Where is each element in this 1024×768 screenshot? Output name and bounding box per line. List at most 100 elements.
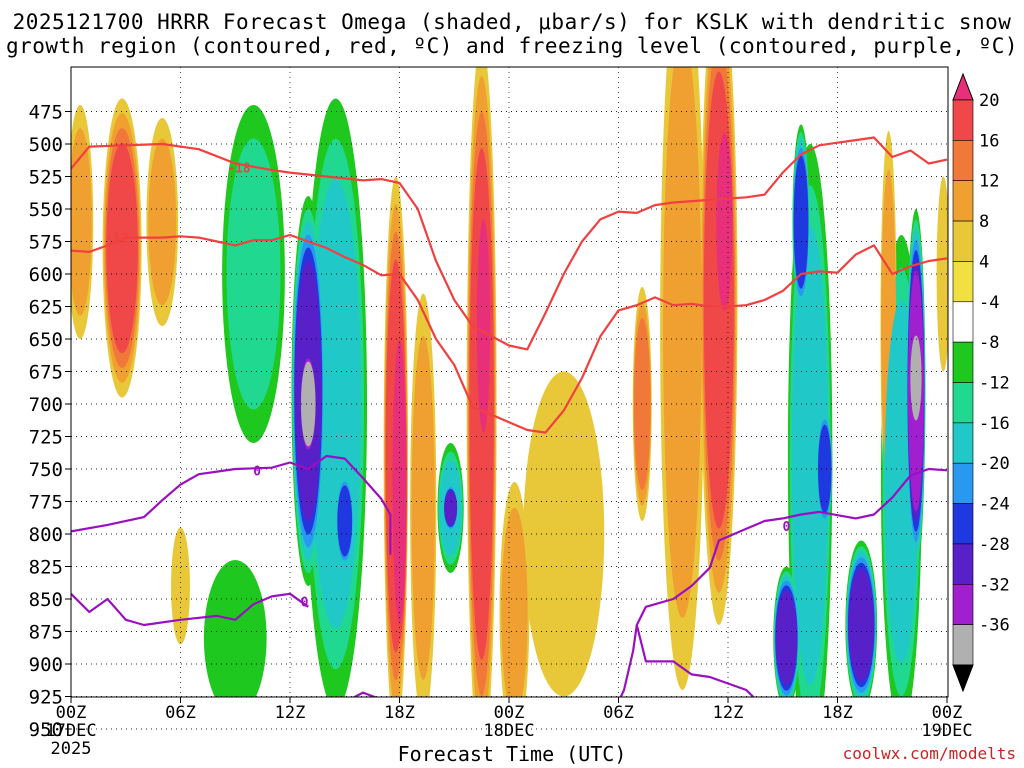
colorbar-label: -36 <box>979 616 1010 636</box>
x-tick-label: 18Z <box>822 703 853 723</box>
colorbar-label: 12 <box>979 172 999 192</box>
dgz-contour-label: -18 <box>227 161 251 176</box>
x-tick-label: 00Z <box>56 703 87 723</box>
x-tick-label: 06Z <box>165 703 196 723</box>
colorbar-swatch <box>952 261 974 303</box>
y-tick-label: 875 <box>29 622 63 644</box>
omega-band <box>818 424 832 514</box>
freezing-contour-label: 0 <box>253 464 261 479</box>
colorbar-swatch <box>952 422 974 464</box>
omega-band <box>71 128 92 316</box>
omega-band <box>148 138 177 306</box>
colorbar-swatch <box>952 543 974 585</box>
x-tick-label: 12Z <box>713 703 744 723</box>
omega-band <box>793 155 809 289</box>
y-tick-label: 525 <box>29 167 63 189</box>
y-tick-label: 625 <box>29 297 63 319</box>
omega-band <box>171 527 190 645</box>
colorbar-label: -20 <box>979 454 1010 474</box>
omega-band <box>300 361 316 447</box>
colorbar-swatch <box>952 624 974 666</box>
x-tick-label: 06Z <box>603 703 634 723</box>
omega-band <box>791 226 829 686</box>
y-tick-label: 675 <box>29 362 63 384</box>
freezing-contour <box>71 454 392 555</box>
y-tick-label: 775 <box>29 492 63 514</box>
omega-band <box>476 219 491 433</box>
omega-band <box>663 67 702 618</box>
omega-band <box>106 142 138 354</box>
omega-band <box>411 335 435 681</box>
y-tick-label: 700 <box>29 394 63 416</box>
colorbar-label: -4 <box>979 293 999 313</box>
dgz-contour <box>71 233 948 434</box>
y-tick-label: 900 <box>29 654 63 676</box>
colorbar-swatch <box>952 382 974 424</box>
omega-band <box>716 133 733 311</box>
x-axis-title: Forecast Time (UTC) <box>397 742 627 766</box>
colorbar-swatch <box>952 99 974 141</box>
dgz-contour-label: -12 <box>105 232 128 247</box>
colorbar-swatch <box>952 341 974 383</box>
y-axis: 475 500 525 550 575 600 625 650 675 700 725 750 775 8… <box>29 102 71 741</box>
y-tick-label: 575 <box>29 232 63 254</box>
y-tick-label: 550 <box>29 199 63 221</box>
colorbar-label: -8 <box>979 333 999 353</box>
omega-band <box>910 335 922 421</box>
y-tick-label: 475 <box>29 102 63 124</box>
omega-band <box>203 560 267 697</box>
omega-band <box>936 176 948 372</box>
colorbar-label: 20 <box>979 91 999 111</box>
x-tick-year: 2025 <box>51 739 92 759</box>
colorbar-swatch <box>952 583 974 625</box>
y-tick-label: 725 <box>29 427 63 449</box>
x-tick-label: 00Z <box>932 703 963 723</box>
x-tick-label: 12Z <box>275 703 306 723</box>
contours: -18 -12 0 0 0 <box>71 136 948 697</box>
colorbar-min-arrow <box>952 664 974 693</box>
chart-title-line-1: 2025121700 HRRR Forecast Omega (shaded, … <box>12 10 1012 34</box>
x-tick-date: 18DEC <box>483 721 534 741</box>
colorbar: 20 16 12 8 4 -4 -8 -12 -16 -20 -24 -28 -32 -36 <box>952 72 1010 693</box>
colorbar-swatch <box>952 301 974 343</box>
freezing-contour-label: 0 <box>301 596 309 611</box>
y-tick-label: 850 <box>29 589 63 611</box>
omega-band <box>226 138 281 410</box>
y-tick-label: 650 <box>29 329 63 351</box>
freezing-contour <box>619 467 948 697</box>
omega-band <box>444 490 457 526</box>
y-tick-label: 950 <box>29 719 63 741</box>
colorbar-label: -16 <box>979 414 1010 434</box>
colorbar-swatch <box>952 220 974 262</box>
credit-text[interactable]: coolwx.com/modelts <box>842 744 1016 763</box>
omega-band <box>501 507 528 697</box>
colorbar-label: -28 <box>979 535 1010 555</box>
x-tick-label: 00Z <box>494 703 525 723</box>
colorbar-max-arrow <box>952 72 974 101</box>
colorbar-swatch <box>952 503 974 545</box>
colorbar-label: 16 <box>979 131 999 151</box>
omega-band <box>775 590 798 686</box>
colorbar-swatch <box>952 140 974 182</box>
colorbar-label: -32 <box>979 575 1010 595</box>
y-tick-label: 750 <box>29 459 63 481</box>
omega-shading <box>71 67 948 697</box>
y-tick-label: 600 <box>29 264 63 286</box>
y-tick-label: 925 <box>29 687 63 709</box>
omega-band <box>523 371 605 697</box>
y-tick-label: 825 <box>29 557 63 579</box>
freezing-contour <box>71 592 309 627</box>
freezing-contour-label: 0 <box>782 520 790 535</box>
x-tick-date: 17DEC <box>45 721 96 741</box>
y-tick-label: 500 <box>29 134 63 156</box>
y-tick-label: 800 <box>29 524 63 546</box>
colorbar-label: 4 <box>979 252 989 272</box>
omega-band <box>337 485 353 557</box>
colorbar-label: 8 <box>979 212 989 232</box>
chart-title-line-2: growth region (contoured, red, ºC) and f… <box>5 34 1019 58</box>
colorbar-swatch <box>952 462 974 504</box>
x-tick-date: 19DEC <box>921 721 972 741</box>
omega-band <box>633 317 651 491</box>
